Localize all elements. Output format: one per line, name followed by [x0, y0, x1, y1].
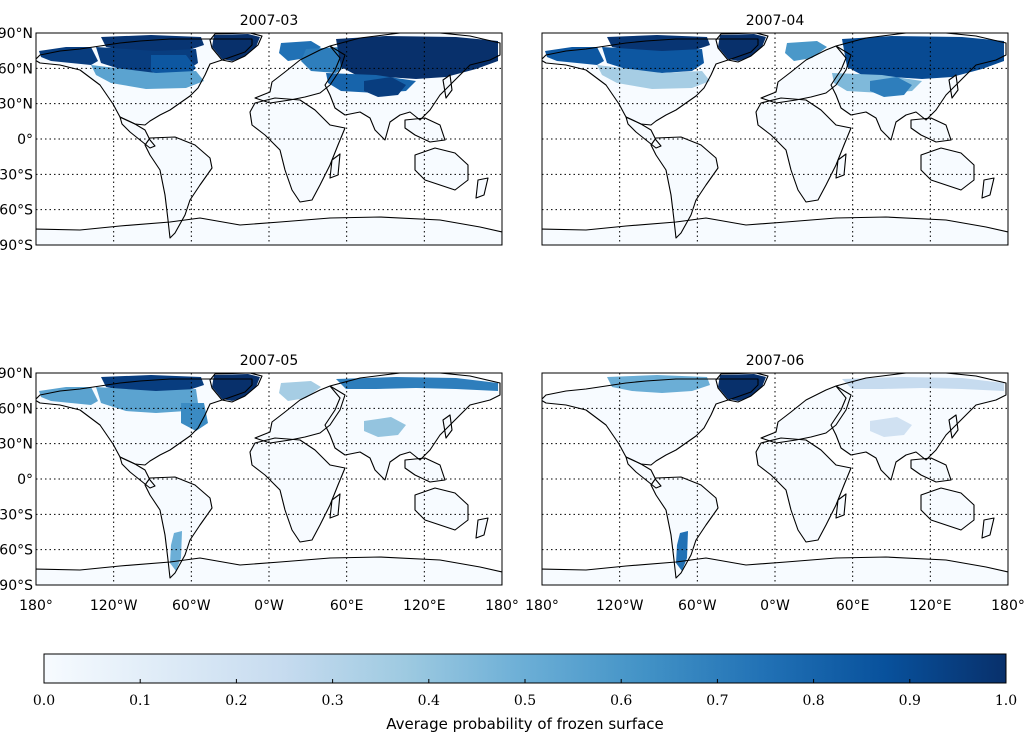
frozen-region: [718, 374, 766, 401]
frozen-region: [597, 65, 710, 89]
colorbar-tick-label: 0.0: [33, 693, 55, 709]
lon-tick-label: 0°W: [760, 598, 790, 614]
frozen-region: [842, 377, 1004, 391]
lat-tick-label: 30°N: [0, 437, 33, 453]
colorbar-tick-label: 0.9: [899, 693, 921, 709]
lon-tick-label: 180°: [991, 598, 1024, 614]
lon-tick-label: 0°W: [254, 598, 284, 614]
panel-title: 2007-04: [746, 13, 805, 29]
frozen-region: [364, 417, 406, 437]
frozen-region: [545, 47, 604, 65]
frozen-region: [336, 36, 498, 79]
frozen-region: [718, 34, 766, 61]
map-body: [36, 33, 502, 245]
lat-tick-label: 60°S: [0, 203, 33, 219]
colorbar-tick-label: 0.1: [129, 693, 151, 709]
panel-title: 2007-06: [746, 353, 805, 369]
map-panel: 2007-05 90°N 60°N 30°N 0° 30°S 60°S 90°S 180° 120…: [0, 353, 519, 614]
lat-tick-label: 30°S: [0, 507, 33, 523]
map-panel: 2007-04: [541, 13, 1009, 246]
frozen-region: [212, 34, 260, 61]
map-body: [36, 373, 502, 585]
lon-tick-label: 120°E: [403, 598, 446, 614]
panel-title: 2007-03: [240, 13, 299, 29]
colorbar-tick-label: 0.8: [802, 693, 824, 709]
lon-tick-label: 60°W: [678, 598, 717, 614]
frozen-region: [96, 387, 198, 413]
lon-tick-label: 60°E: [330, 598, 364, 614]
map-frame: [35, 32, 503, 246]
lat-tick-label: 0°: [17, 472, 33, 488]
lon-tick-label: 60°W: [172, 598, 211, 614]
frozen-region: [842, 36, 1004, 79]
map-frame: [35, 372, 503, 586]
lat-tick-label: 0°: [17, 132, 33, 148]
map-frame: [541, 372, 1009, 586]
map-frame: [541, 32, 1009, 246]
map-body: [542, 373, 1008, 585]
frozen-region: [785, 41, 827, 61]
lat-tick-label: 90°S: [0, 578, 33, 594]
lon-tick-label: 60°E: [836, 598, 870, 614]
lat-tick-label: 90°N: [0, 26, 33, 42]
panel-title: 2007-05: [240, 353, 299, 369]
map-body: [542, 33, 1008, 245]
frozen-region: [364, 77, 406, 97]
lon-tick-label: 120°W: [90, 598, 138, 614]
lat-tick-label: 30°S: [0, 167, 33, 183]
map-panel: 2007-06 180° 120°W 60°W 0°W 60°E 120°E 180°: [525, 353, 1024, 614]
lon-tick-label: 180°: [485, 598, 519, 614]
lat-tick-label: 60°S: [0, 543, 33, 559]
colorbar-gradient: [43, 653, 1007, 684]
frozen-region: [870, 417, 912, 437]
colorbar: 0.0 0.1 0.2 0.3 0.4 0.5 0.6 0.7 0.8 0.9 1.0 Average…: [33, 653, 1017, 733]
lat-tick-label: 30°N: [0, 97, 33, 113]
frozen-region: [212, 374, 260, 401]
colorbar-tick-label: 0.7: [706, 693, 728, 709]
frozen-region: [91, 65, 204, 89]
lat-tick-label: 60°N: [0, 61, 33, 77]
lat-tick-label: 60°N: [0, 401, 33, 417]
lon-tick-label: 180°: [19, 598, 53, 614]
lon-tick-label: 120°W: [596, 598, 644, 614]
colorbar-tick-label: 1.0: [995, 693, 1017, 709]
map-panel: 2007-03 90°N 60°N 30°N 0° 30°S 60°S 90°S: [0, 13, 503, 254]
frozen-region: [39, 47, 98, 65]
frozen-region: [336, 377, 498, 391]
frozen-region: [39, 387, 98, 405]
colorbar-tick-label: 0.2: [225, 693, 247, 709]
colorbar-tick-label: 0.4: [418, 693, 440, 709]
frozen-region: [279, 41, 321, 61]
lon-tick-label: 180°: [525, 598, 559, 614]
lon-tick-label: 120°E: [909, 598, 952, 614]
lat-tick-label: 90°S: [0, 238, 33, 254]
frozen-region: [181, 403, 208, 431]
lat-tick-label: 90°N: [0, 366, 33, 382]
frozen-region: [602, 47, 704, 73]
frozen-region: [870, 77, 912, 97]
frozen-region: [279, 381, 321, 401]
colorbar-tick-label: 0.3: [321, 693, 343, 709]
colorbar-tick-label: 0.6: [610, 693, 632, 709]
colorbar-tick-label: 0.5: [514, 693, 536, 709]
colorbar-label: Average probability of frozen surface: [386, 715, 664, 733]
